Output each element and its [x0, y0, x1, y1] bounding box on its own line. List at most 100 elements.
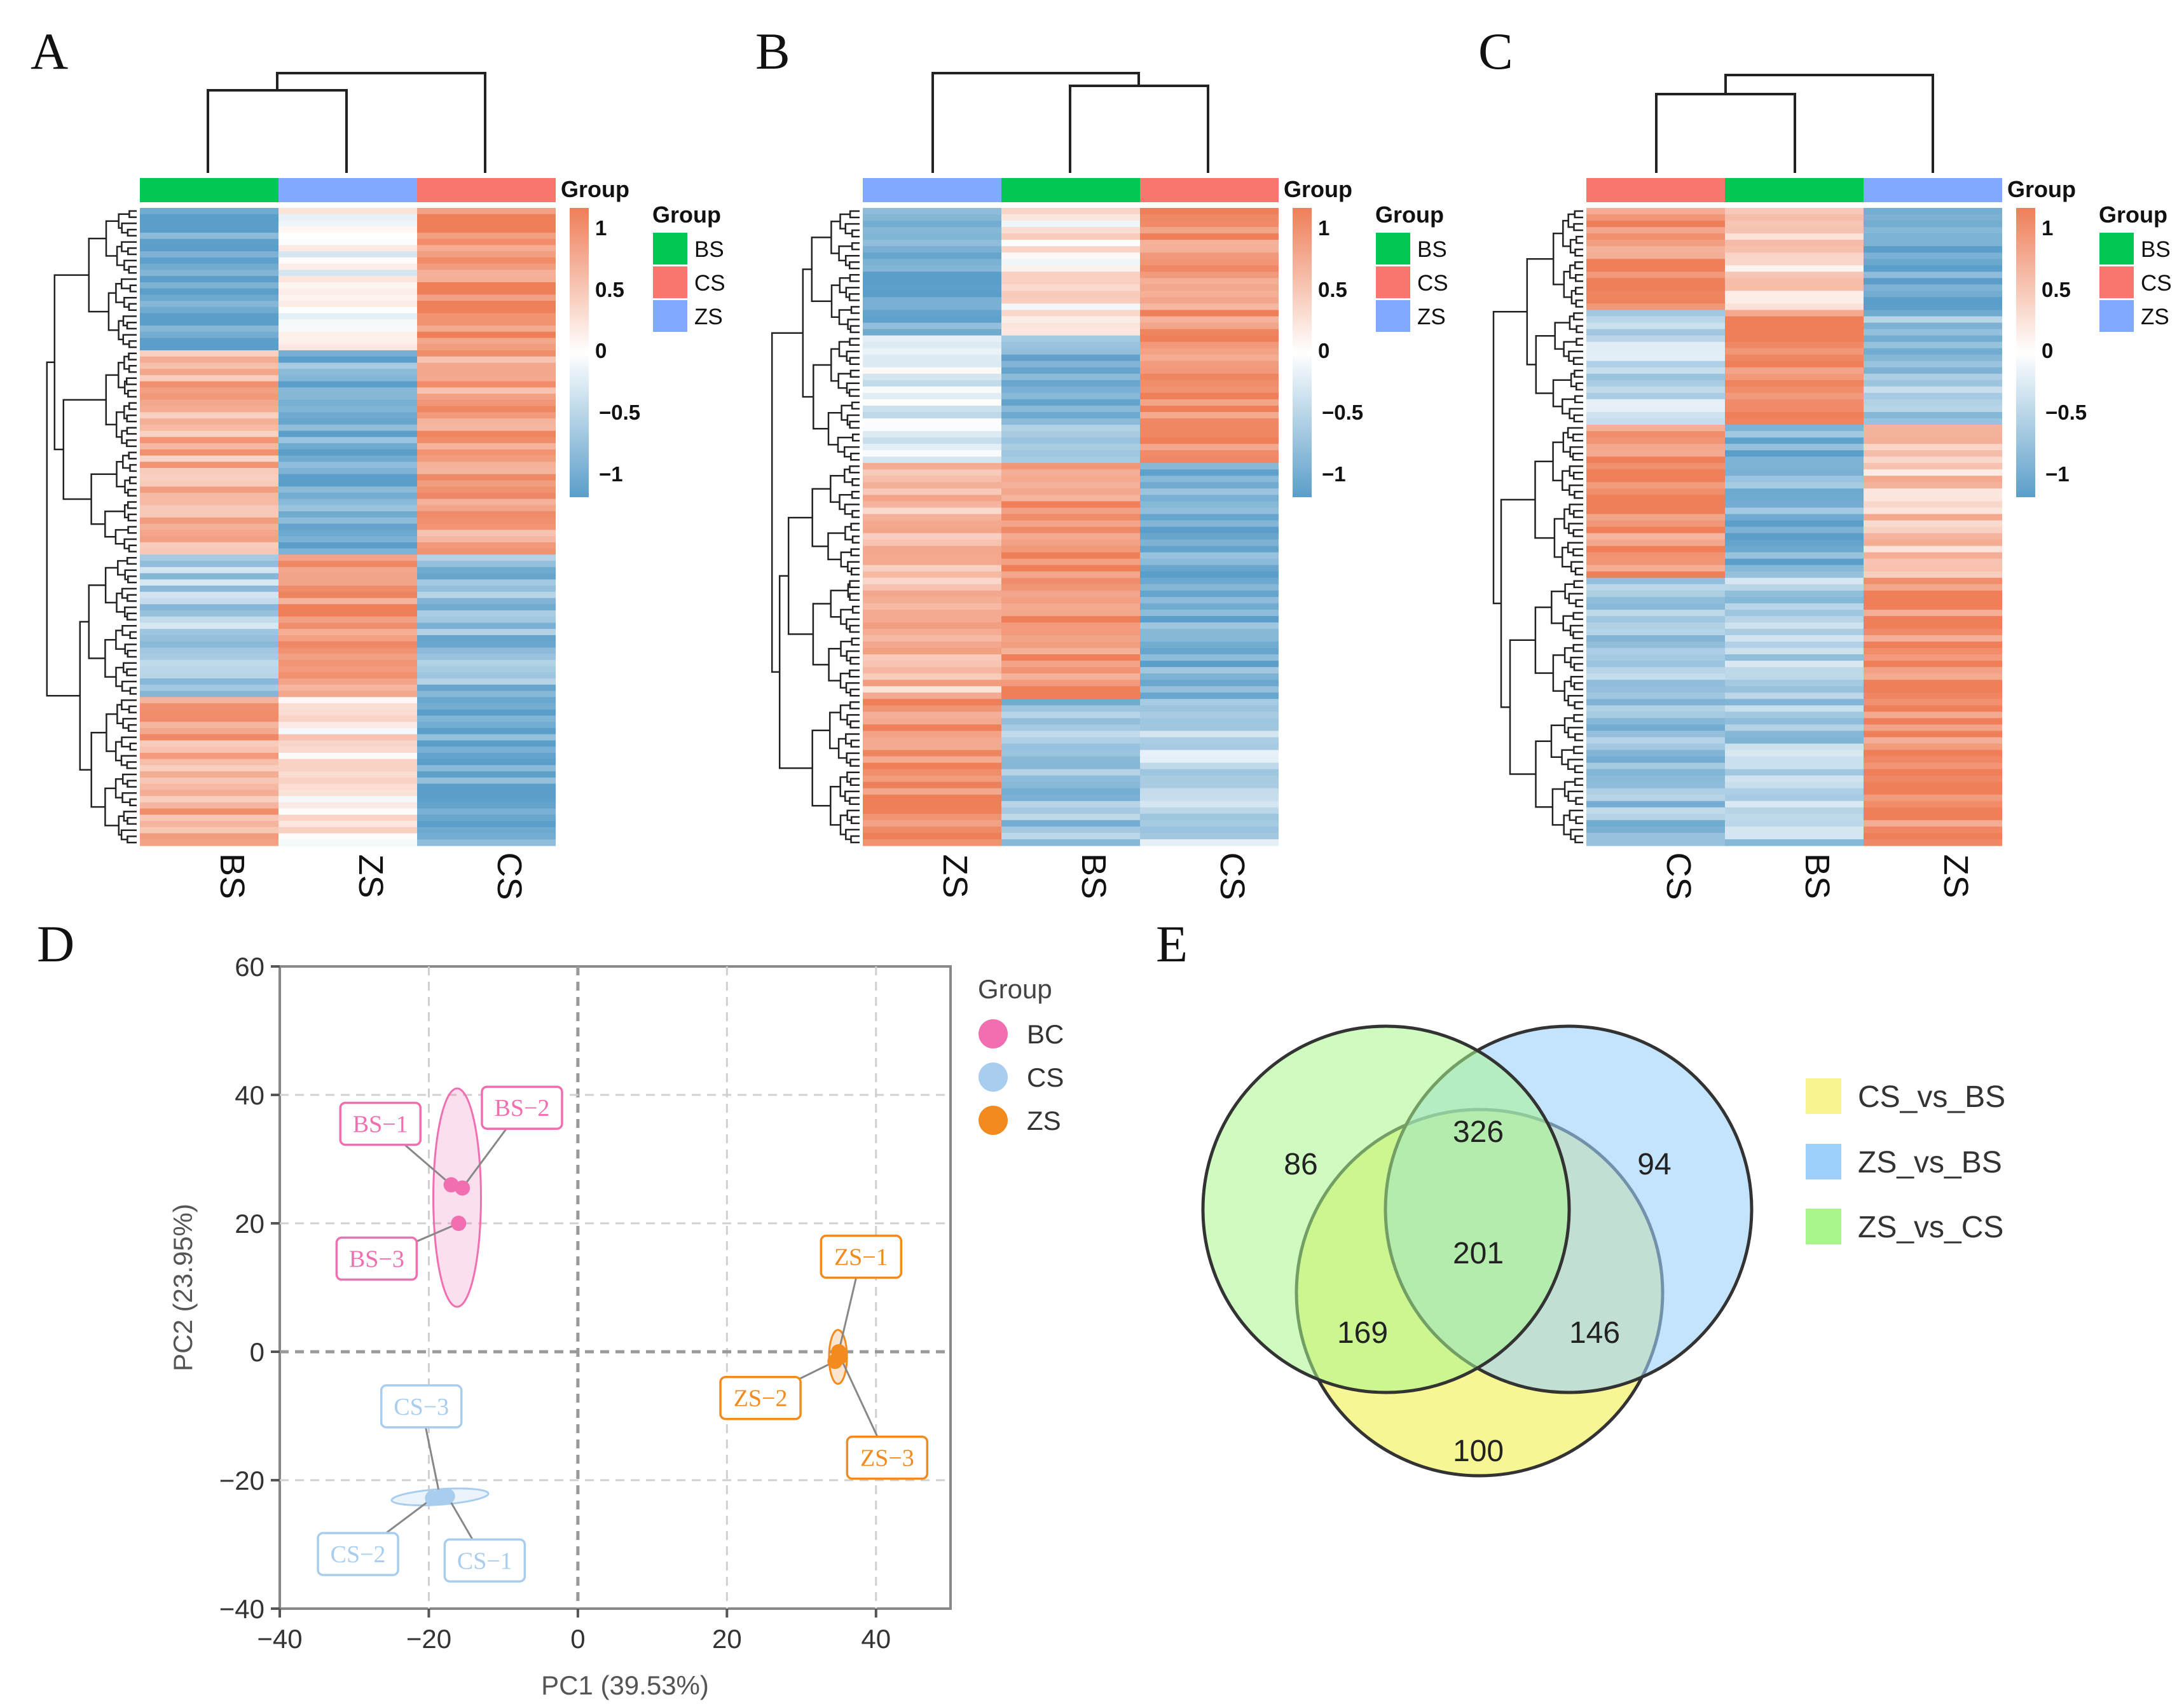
heatmap-cell	[417, 238, 556, 246]
heatmap-cell	[278, 474, 417, 481]
heatmap-cell	[278, 722, 417, 729]
heatmap-cell	[1140, 737, 1279, 745]
heatmap-cell	[417, 251, 556, 258]
heatmap-cell	[1725, 686, 1864, 693]
heatmap-cell	[417, 727, 556, 735]
heatmap-cell	[1725, 444, 1864, 451]
heatmap-cell	[140, 684, 278, 692]
heatmap-cell	[140, 622, 278, 629]
dendrogram-branch	[849, 689, 860, 697]
heatmap-cell	[863, 705, 1001, 712]
heatmap-cell	[140, 387, 278, 394]
heatmap-cell	[1140, 692, 1279, 699]
colorbar	[2016, 208, 2035, 497]
dendrogram-branch	[126, 321, 137, 330]
dendrogram-branch	[127, 390, 137, 398]
legend-label: BC	[1027, 1019, 1064, 1049]
heatmap-cell	[140, 752, 278, 760]
heatmap-cell	[1140, 303, 1279, 311]
heatmap-cell	[1140, 762, 1279, 770]
legend-swatch	[653, 266, 687, 298]
heatmap-cell	[417, 622, 556, 629]
heatmap-cell	[1725, 469, 1864, 476]
dendrogram-branch	[1569, 408, 1583, 420]
heatmap-cell	[140, 399, 278, 407]
dendrogram-branch	[127, 835, 137, 844]
legend-swatch	[653, 300, 687, 332]
heatmap-cell	[140, 226, 278, 233]
heatmap-cell	[863, 609, 1001, 617]
heatmap-cell	[140, 374, 278, 382]
heatmap-panel-c: C CS BS ZS Group 1 0.5 0 −0.5 −1 Group	[1478, 22, 2172, 900]
heatmap-cell	[140, 672, 278, 679]
heatmap-cell	[1140, 425, 1279, 432]
heatmap-cell	[278, 523, 417, 530]
heatmap-cell	[1140, 437, 1279, 444]
heatmap-cell	[1586, 661, 1725, 668]
heatmap-cell	[1586, 507, 1725, 515]
heatmap-cell	[140, 530, 278, 537]
heatmap-cell	[1001, 278, 1140, 285]
dendrogram-branch	[127, 780, 137, 788]
heatmap-cell	[417, 486, 556, 493]
heatmap-cell	[140, 715, 278, 722]
heatmap-cell	[1140, 820, 1279, 827]
panel-label-a: A	[31, 22, 68, 80]
heatmap-cell	[1140, 316, 1279, 324]
heatmap-cell	[1586, 240, 1725, 247]
column-label: ZS	[936, 854, 974, 898]
heatmap-panel-b: B ZS BS CS Group 1 0.5 0 −0.5 −1 Group	[755, 22, 1448, 900]
heatmap-cell	[417, 467, 556, 475]
heatmap-cell	[1586, 488, 1725, 495]
heatmap-cell	[278, 814, 417, 821]
venn-panel: E 86 326 94 201 169 146 100 CS_vs_BS ZS_…	[1156, 915, 2005, 1478]
heatmap-cell	[1725, 839, 1864, 846]
column-dendrogram	[1655, 74, 1934, 173]
legend-label: CS	[1027, 1062, 1064, 1092]
heatmap-cell	[278, 486, 417, 493]
heatmap-cell	[1586, 577, 1725, 585]
dendrogram-branch	[830, 475, 845, 503]
heatmap-cell	[1140, 259, 1279, 266]
heatmap-cell	[140, 492, 278, 500]
heatmap-cell	[1725, 392, 1864, 400]
dendrogram-branch	[128, 266, 137, 274]
dendrogram-branch	[123, 259, 137, 271]
heatmap-cell	[1001, 533, 1140, 540]
dendrogram-branch	[850, 816, 860, 825]
heatmap-cell	[278, 734, 417, 741]
dendrogram-branch	[843, 446, 860, 458]
heatmap-cell	[417, 641, 556, 648]
colorbar	[570, 208, 589, 497]
venn-region-counts: 86 326 94 201 169 146 100	[1284, 1115, 1671, 1468]
heatmap-cell	[1725, 380, 1864, 387]
heatmap-cell	[1001, 584, 1140, 591]
column-labels: BS ZS CS	[213, 852, 528, 900]
heatmap-cell	[1140, 800, 1279, 808]
legend-label: ZS_vs_BS	[1858, 1146, 2002, 1179]
heatmap-cell	[1725, 635, 1864, 642]
heatmap-cell	[1725, 628, 1864, 636]
heatmap-cell	[1586, 329, 1725, 336]
heatmap-cell	[1001, 781, 1140, 789]
heatmap-cell	[1001, 386, 1140, 394]
group-bar-cell	[1001, 178, 1140, 202]
heatmap-cell	[140, 301, 278, 308]
heatmap-cell	[863, 820, 1001, 827]
dendrogram-branch	[851, 510, 860, 518]
dendrogram-branch	[126, 427, 137, 435]
heatmap-cell	[140, 331, 278, 339]
heatmap-cell	[417, 672, 556, 679]
heatmap-cell	[140, 474, 278, 481]
dendrogram-branch	[839, 704, 851, 721]
heatmap-cell	[278, 455, 417, 462]
heatmap-cell	[140, 288, 278, 295]
heatmap-cell	[278, 672, 417, 679]
heatmap-cell	[140, 647, 278, 654]
heatmap-cell	[1586, 622, 1725, 629]
dendrogram-branch	[847, 319, 860, 330]
heatmap-cell	[1725, 832, 1864, 840]
heatmap-cell	[140, 759, 278, 766]
heatmap-cell	[863, 539, 1001, 547]
heatmap-cell	[278, 622, 417, 629]
